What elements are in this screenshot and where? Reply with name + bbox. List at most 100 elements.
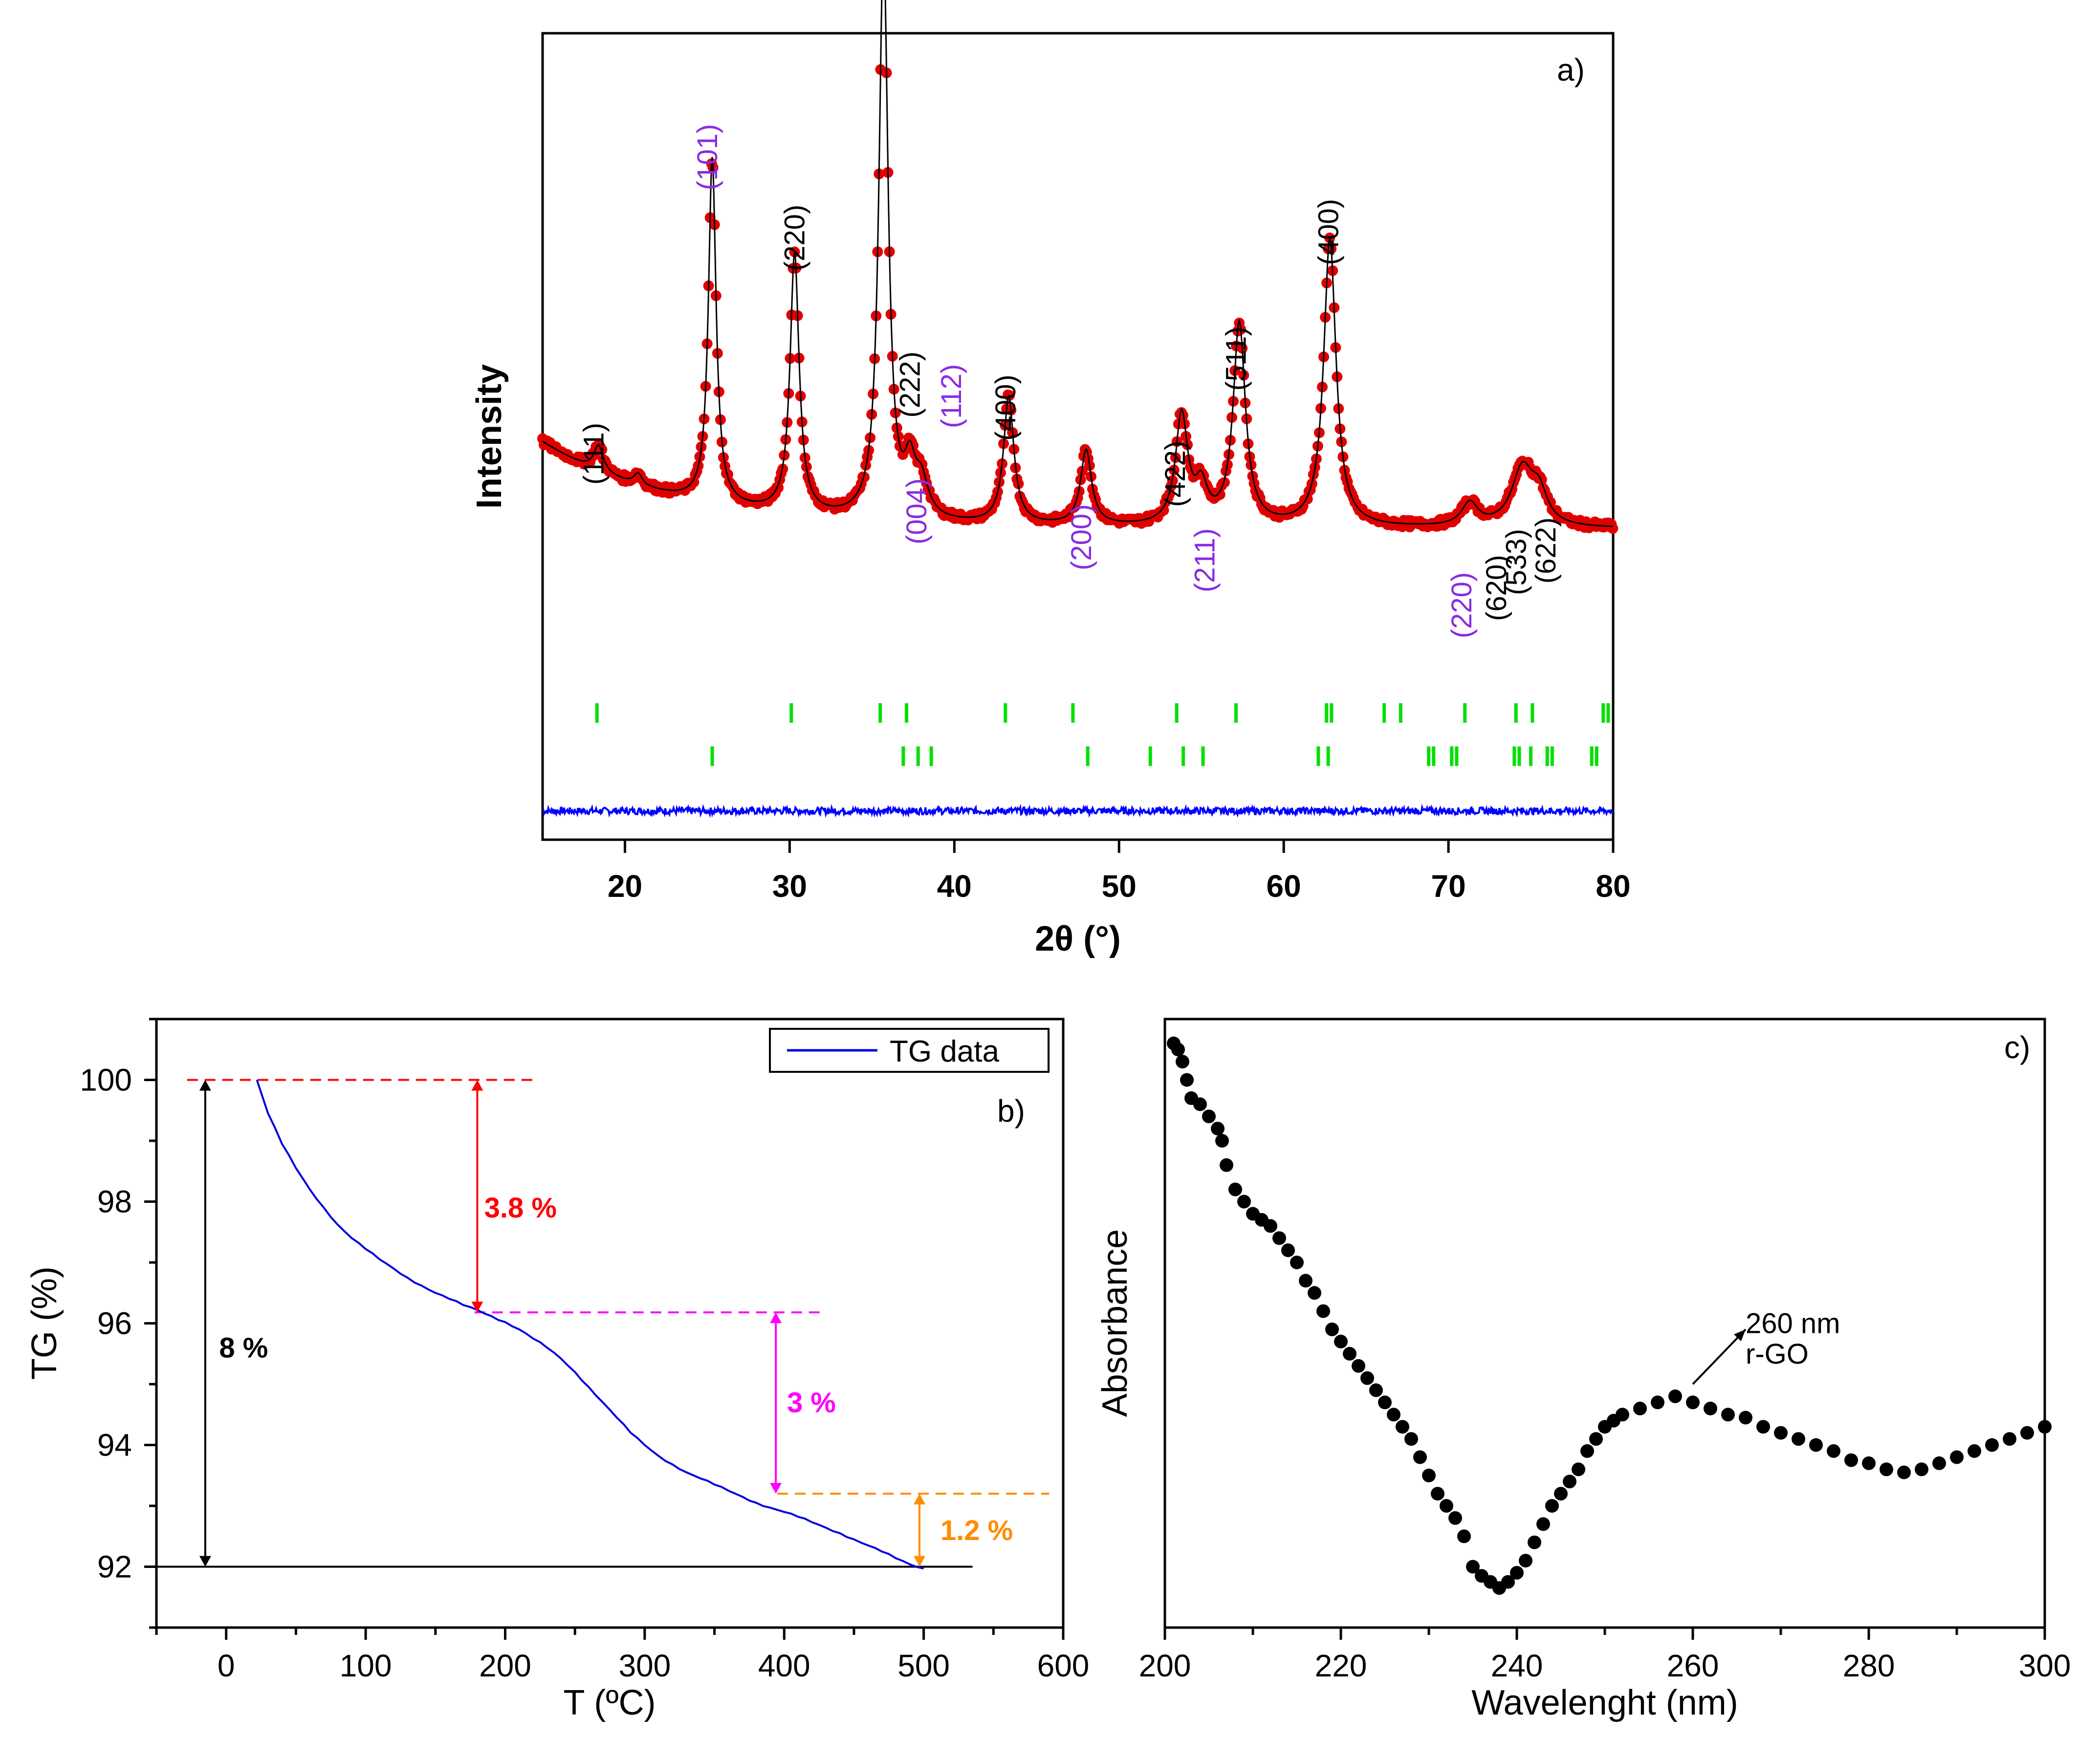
uv-data-point [1756,1420,1770,1434]
uv-data-point [1519,1554,1532,1568]
uv-data-point [1721,1408,1735,1422]
tg-x-tick-label: 300 [618,1648,671,1683]
uv-data-point [1563,1475,1576,1489]
tg-mass-loss-label: 8 % [219,1332,268,1364]
uv-data-point [1633,1401,1647,1415]
uv-data-point [1378,1395,1392,1410]
uv-data-point [1308,1286,1321,1300]
uv-x-axis-title: Wavelenght (nm) [1471,1683,1738,1722]
uv-data-point [1316,1304,1330,1318]
uv-data-point [1554,1487,1568,1501]
xrd-hkl-label: (220) [779,205,811,271]
uv-data-point [1466,1560,1480,1574]
uv-peak-annotation: 260 nmr-GO [1692,1308,1840,1385]
panel-label-b: b) [997,1093,1025,1129]
uv-data-point [1950,1450,1964,1464]
uv-data-point [1299,1274,1312,1288]
tg-y-tick-label: 94 [97,1428,132,1463]
uv-annotation-arrow-head [1734,1329,1746,1342]
uv-data-point [1211,1122,1225,1136]
tg-x-tick-label: 400 [758,1648,810,1683]
uv-data-point [1404,1432,1418,1446]
tg-x-tick-label: 100 [340,1648,392,1683]
tg-y-tick-label: 92 [97,1549,132,1585]
tg-y-tick-label: 98 [97,1184,132,1219]
xrd-calculated-line [542,0,1614,527]
uv-annotation-arrow [1692,1328,1747,1385]
uv-x-tick-label: 220 [1315,1648,1367,1683]
tg-x-tick-label: 0 [218,1648,235,1683]
tg-arrow-head-down [770,1483,782,1494]
uv-x-tick-label: 280 [1843,1648,1895,1683]
tg-arrow-head-up [199,1080,211,1091]
uv-data-point [1237,1195,1251,1209]
tg-axis-ticks: 0 100 200 300 400 500 600 92 94 96 98 100 [80,1018,1089,1683]
panel-label-a: a) [1557,52,1585,87]
xrd-x-tick-label: 70 [1431,869,1466,904]
uv-x-tick-label: 200 [1139,1648,1191,1683]
tg-legend-box [769,1028,1050,1073]
xrd-observed-point [908,440,919,451]
uv-data-point [1343,1347,1356,1361]
uv-data-point [1809,1438,1823,1452]
xrd-difference-line [542,804,1614,818]
uv-data-point [1616,1408,1629,1422]
xrd-bragg-markers [595,703,1610,766]
tg-y-tick-label: 100 [80,1063,132,1098]
uv-data-point [1528,1535,1541,1549]
tg-mass-loss-label: 3.8 % [484,1192,557,1224]
uv-data-point [1844,1453,1858,1467]
uv-data-point [1228,1182,1242,1196]
uv-data-point [1704,1401,1717,1415]
uv-data-point [1501,1575,1515,1589]
xrd-hkl-label: (101) [692,124,723,190]
tg-panel: 0 100 200 300 400 500 600 92 94 96 98 100 8 % 3.8 % 3… [25,1018,1089,1722]
uv-data-point [1880,1462,1893,1477]
tg-arrow-head-up [914,1494,926,1505]
uv-data-point [1457,1529,1471,1543]
tg-legend: TG data [769,1028,1050,1073]
tg-mass-loss-label: 3 % [787,1387,836,1418]
xrd-observed-points [537,64,1619,534]
uv-data-point [1862,1456,1876,1470]
xrd-hkl-label: (222) [895,351,926,417]
xrd-y-axis-title: Intensity [470,364,509,509]
uv-data-point [1827,1444,1840,1458]
uv-data-point [1739,1411,1752,1425]
uv-data-point [1220,1158,1233,1172]
uv-data-point [1792,1432,1805,1446]
xrd-x-ticks: 20 30 40 50 60 70 80 [608,840,1631,904]
uv-data-point [1510,1565,1524,1580]
uv-data-point [1387,1408,1400,1422]
uv-data-point [1272,1231,1286,1245]
uv-x-ticks: 200 220 240 260 280 300 [1139,1628,2071,1683]
xrd-x-tick-label: 60 [1267,869,1301,904]
uv-data-point [1915,1462,1928,1477]
uv-data-point [1215,1134,1229,1148]
uv-data-point [1431,1487,1444,1501]
tg-data-line [256,1079,924,1570]
xrd-hkl-label: (620) [1481,555,1512,621]
uv-data-point [1968,1444,1981,1458]
uv-data-point [1202,1109,1216,1124]
uv-data-point [1360,1371,1374,1385]
panel-label-c: c) [2004,1030,2030,1065]
uv-data-point [1448,1511,1462,1525]
uv-data-point [2020,1426,2034,1440]
xrd-hkl-label: (511) [1221,326,1252,391]
tg-x-tick-label: 500 [897,1648,950,1683]
uv-data-point [1325,1322,1339,1336]
uv-data-point [1193,1097,1207,1111]
xrd-hkl-label: (622) [1530,518,1562,584]
xrd-observed-point [1607,523,1619,534]
xrd-hkl-label: (533) [1500,529,1532,595]
xrd-hkl-label: (220) [1446,572,1478,638]
uv-data-point [1897,1465,1911,1479]
uv-data-point [1352,1359,1365,1373]
xrd-x-tick-label: 30 [772,869,807,904]
uv-data-point [1176,1055,1189,1069]
tg-arrow-head-down [914,1556,926,1567]
uv-absorbance-points [1167,1036,2052,1595]
uv-data-point [1264,1219,1277,1233]
xrd-x-tick-label: 80 [1596,869,1630,904]
